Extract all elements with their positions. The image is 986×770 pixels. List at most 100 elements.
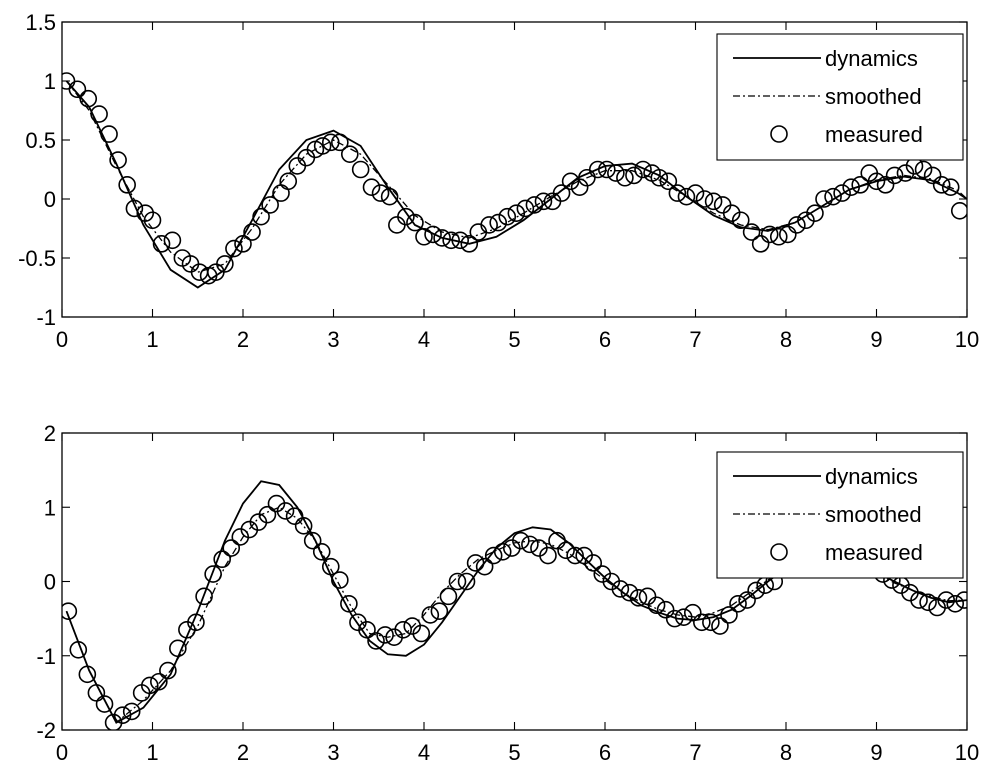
measured-point (68, 80, 87, 99)
measured-point (677, 187, 696, 206)
y-tick-label: 1.5 (25, 10, 56, 35)
measured-point (460, 235, 479, 253)
measured-point (261, 196, 279, 214)
measured-point (303, 531, 322, 550)
x-tick-label: 3 (327, 740, 339, 765)
measured-point (516, 199, 535, 218)
measured-point (941, 178, 960, 196)
measured-point (243, 223, 261, 241)
measured-point (412, 624, 431, 643)
y-tick-label: -0.5 (18, 246, 56, 271)
y-tick-label: 1 (44, 69, 56, 94)
measured-point (313, 137, 332, 155)
measured-point (760, 225, 779, 244)
measured-point (362, 178, 381, 196)
measured-point (195, 587, 213, 606)
measured-point (312, 542, 331, 561)
measured-point (288, 157, 307, 175)
measured-point (143, 211, 162, 230)
measured-point (285, 507, 304, 525)
measured-point (833, 184, 851, 202)
y-tick-label: 0 (44, 187, 56, 212)
x-tick-label: 1 (146, 327, 158, 352)
y-tick-label: 0.5 (25, 128, 56, 153)
measured-point (512, 531, 530, 550)
legend: dynamics smoothed measured (716, 33, 964, 161)
measured-point (693, 613, 711, 632)
measured-point (340, 145, 359, 163)
measured-point (867, 172, 886, 191)
measured-point (493, 542, 512, 561)
measured-point (923, 166, 942, 185)
smoothed-line (65, 80, 967, 273)
legend-label-smoothed: smoothed (825, 502, 922, 527)
measured-point (225, 239, 243, 258)
measured-point (634, 160, 652, 179)
x-tick-label: 6 (599, 740, 611, 765)
x-tick-label: 7 (689, 740, 701, 765)
measured-point (466, 554, 485, 572)
measured-point (388, 216, 406, 234)
measured-point (187, 613, 205, 632)
x-tick-label: 9 (870, 327, 882, 352)
measured-point (484, 546, 503, 565)
measured-point (430, 602, 449, 621)
measured-point (769, 227, 788, 246)
measured-point (331, 133, 349, 152)
measured-point (371, 184, 390, 202)
legend-label-smoothed: smoothed (825, 84, 922, 109)
measured-point (950, 202, 967, 220)
measured-point (598, 160, 616, 179)
x-tick-label: 2 (237, 327, 249, 352)
measured-point (650, 168, 669, 187)
measured-point (876, 176, 895, 194)
measured-point (539, 546, 557, 565)
y-tick-label: -1 (36, 305, 56, 330)
measured-point (713, 196, 732, 214)
measured-point (806, 204, 824, 222)
x-tick-label: 9 (870, 740, 882, 765)
x-tick-label: 7 (689, 327, 701, 352)
measured-point (611, 580, 630, 598)
x-tick-label: 4 (418, 740, 430, 765)
measured-point (150, 672, 168, 691)
measured-point (109, 151, 127, 169)
legend-marker-measured (770, 125, 788, 143)
measured-point (424, 225, 442, 244)
measured-point (358, 620, 376, 639)
measured-point (163, 231, 182, 250)
measured-point (738, 591, 756, 609)
legend: dynamics smoothed measured (716, 451, 964, 579)
measured-point (665, 609, 684, 628)
measured-point (824, 187, 842, 206)
y-tick-label: -1 (36, 644, 56, 669)
measured-point (279, 172, 298, 191)
x-tick-label: 0 (56, 740, 68, 765)
x-tick-label: 6 (599, 327, 611, 352)
measured-point (946, 594, 965, 613)
measured-point (122, 702, 141, 721)
measured-point (406, 213, 424, 232)
measured-point (937, 591, 955, 609)
measured-point (525, 196, 544, 214)
measured-point (914, 160, 933, 179)
measured-point (584, 554, 603, 572)
measured-point (704, 192, 723, 211)
measured-point (331, 571, 349, 589)
measured-point (548, 531, 566, 550)
measured-point (469, 223, 488, 241)
measured-point (118, 176, 136, 194)
measured-point (351, 160, 370, 179)
measured-point (788, 216, 806, 234)
measured-point (779, 225, 797, 244)
plot-area (62, 72, 967, 289)
measured-point (140, 676, 159, 695)
measured-point (421, 606, 440, 624)
measured-point (842, 178, 860, 196)
legend-label-dynamics: dynamics (825, 464, 918, 489)
measured-point (751, 235, 770, 253)
measured-point (380, 187, 399, 206)
measured-point (376, 626, 394, 644)
measured-point (152, 235, 171, 253)
chart-panel-1: 0 1 2 3 4 5 6 7 8 9 10 -1 -0.5 0 0.5 1 1.5 dynamics smooth… (18, 10, 979, 352)
